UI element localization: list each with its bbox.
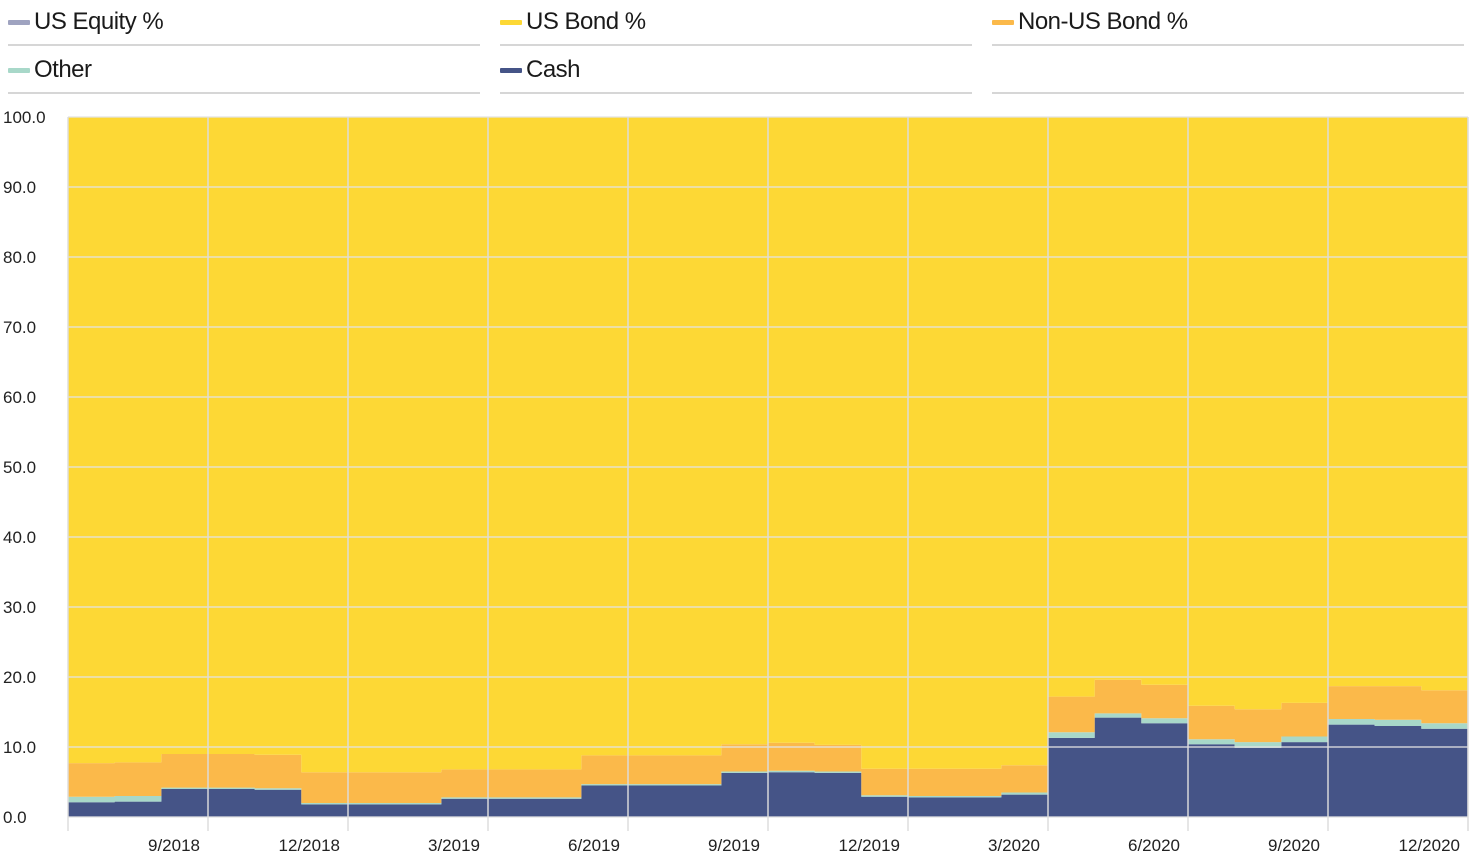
- y-tick-label: 30.0: [3, 598, 36, 617]
- x-tick-label: 6/2020: [1128, 836, 1180, 851]
- legend-swatch-non-us-bond: [992, 19, 1014, 25]
- x-tick-label: 6/2019: [568, 836, 620, 851]
- y-tick-label: 70.0: [3, 318, 36, 337]
- legend-swatch-cash: [500, 67, 522, 73]
- legend-label-other: Other: [34, 56, 92, 83]
- chart-legend: US Equity % US Bond % Non-US Bond % Othe…: [8, 0, 1468, 96]
- legend-item-cash[interactable]: Cash: [500, 48, 972, 94]
- y-tick-label: 20.0: [3, 668, 36, 687]
- legend-item-non-us-bond[interactable]: Non-US Bond %: [992, 0, 1464, 46]
- y-tick-label: 80.0: [3, 248, 36, 267]
- allocation-chart: 0.0 10.0 20.0 30.0 40.0 50.0 60.0 70.0 80.0 90.0 1…: [3, 108, 1469, 851]
- x-tick-label: 12/2020: [1399, 836, 1460, 851]
- legend-swatch-us-equity: [8, 19, 30, 25]
- x-tick-label: 12/2019: [839, 836, 900, 851]
- x-tick-label: 3/2019: [428, 836, 480, 851]
- y-tick-label: 60.0: [3, 388, 36, 407]
- legend-item-empty: [992, 48, 1464, 94]
- x-tick-label: 3/2020: [988, 836, 1040, 851]
- series-area-cash: [68, 717, 1468, 817]
- legend-label-us-bond: US Bond %: [526, 8, 646, 35]
- legend-item-us-bond[interactable]: US Bond %: [500, 0, 972, 46]
- x-tick-label: 9/2020: [1268, 836, 1320, 851]
- y-tick-label: 100.0: [3, 108, 46, 127]
- legend-label-us-equity: US Equity %: [34, 8, 164, 35]
- x-tick-label: 9/2019: [708, 836, 760, 851]
- y-tick-label: 50.0: [3, 458, 36, 477]
- x-tick-label: 12/2018: [279, 836, 340, 851]
- legend-item-other[interactable]: Other: [8, 48, 480, 94]
- y-tick-label: 40.0: [3, 528, 36, 547]
- y-tick-label: 90.0: [3, 178, 36, 197]
- legend-item-us-equity[interactable]: US Equity %: [8, 0, 480, 46]
- legend-label-cash: Cash: [526, 56, 581, 83]
- y-tick-label: 10.0: [3, 738, 36, 757]
- x-tick-label: 9/2018: [148, 836, 200, 851]
- legend-swatch-other: [8, 67, 30, 73]
- legend-label-non-us-bond: Non-US Bond %: [1018, 8, 1188, 35]
- y-tick-label: 0.0: [3, 808, 27, 827]
- legend-swatch-us-bond: [500, 19, 522, 25]
